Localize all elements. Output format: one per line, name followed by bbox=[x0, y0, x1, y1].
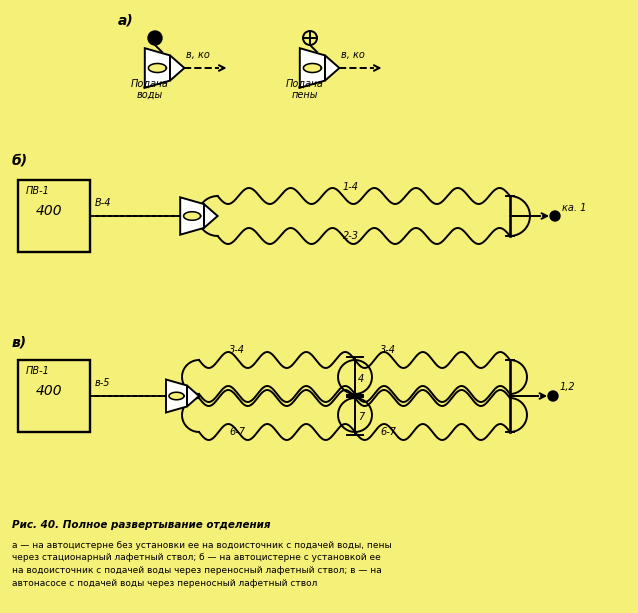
Text: в, ко: в, ко bbox=[341, 50, 366, 60]
Polygon shape bbox=[166, 379, 187, 413]
Text: 3-4: 3-4 bbox=[229, 345, 245, 355]
Text: Подача
воды: Подача воды bbox=[131, 78, 169, 100]
Text: 1-4: 1-4 bbox=[343, 182, 359, 192]
Text: 4: 4 bbox=[358, 374, 364, 384]
Polygon shape bbox=[325, 55, 339, 80]
Text: ка. 1: ка. 1 bbox=[562, 203, 586, 213]
Circle shape bbox=[148, 31, 162, 45]
Text: 6-7: 6-7 bbox=[380, 427, 396, 437]
Polygon shape bbox=[169, 392, 184, 400]
Bar bbox=[18, 180, 90, 252]
Circle shape bbox=[548, 391, 558, 401]
Text: Рис. 40. Полное развертывание отделения: Рис. 40. Полное развертывание отделения bbox=[12, 520, 271, 530]
Circle shape bbox=[550, 211, 560, 221]
Polygon shape bbox=[149, 64, 167, 72]
Polygon shape bbox=[145, 48, 170, 88]
Polygon shape bbox=[180, 197, 204, 235]
Text: 400: 400 bbox=[36, 384, 63, 398]
Text: ПВ-1: ПВ-1 bbox=[26, 366, 50, 376]
Text: ПВ-1: ПВ-1 bbox=[26, 186, 50, 196]
Polygon shape bbox=[204, 204, 218, 228]
Text: 6-7: 6-7 bbox=[229, 427, 245, 437]
Text: 2-3: 2-3 bbox=[343, 231, 359, 241]
Polygon shape bbox=[304, 64, 322, 72]
Polygon shape bbox=[170, 55, 184, 80]
Text: б): б) bbox=[12, 154, 28, 168]
Text: а): а) bbox=[118, 14, 134, 28]
Polygon shape bbox=[187, 386, 199, 406]
Bar bbox=[18, 360, 90, 432]
Text: 1,2: 1,2 bbox=[560, 382, 575, 392]
Polygon shape bbox=[184, 211, 200, 220]
Polygon shape bbox=[300, 48, 325, 88]
Text: Подача
пены: Подача пены bbox=[286, 78, 324, 100]
Text: В-4: В-4 bbox=[95, 198, 112, 208]
Text: в-5: в-5 bbox=[95, 378, 110, 388]
Text: 400: 400 bbox=[36, 204, 63, 218]
Text: 7: 7 bbox=[358, 412, 364, 422]
Text: в, ко: в, ко bbox=[186, 50, 211, 60]
Text: а — на автоцистерне без установки ее на водоисточник с подачей воды, пены
через : а — на автоцистерне без установки ее на … bbox=[12, 541, 392, 587]
Text: в): в) bbox=[12, 336, 27, 350]
Text: 3-4: 3-4 bbox=[380, 345, 396, 355]
